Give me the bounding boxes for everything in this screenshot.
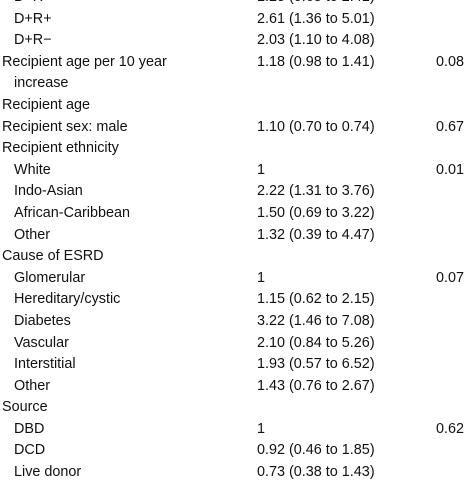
odds-ratio-cell: 2.10 (0.84 to 5.26) [257,334,375,351]
table-row: Source [0,397,474,419]
table-row: African-Caribbean 1.50 (0.69 to 3.22) [0,203,474,225]
odds-ratio-cell: 2.22 (1.31 to 3.76) [257,183,375,200]
odds-ratio-cell: 1.93 (0.57 to 6.52) [257,356,375,373]
odds-ratio-cell: 1.15 (0.62 to 2.15) [257,291,375,308]
row-label: D+R+ [14,9,52,31]
row-label-text: African-Caribbean [14,204,130,221]
odds-ratio-cell: 0.73 (0.38 to 1.43) [257,464,375,481]
table-row: Hereditary/cystic 1.15 (0.62 to 2.15) [0,289,474,311]
table-row: Recipient ethnicity [0,138,474,160]
table-row: Indo-Asian 2.22 (1.31 to 3.76) [0,181,474,203]
p-value-cell: 0.08 [435,53,464,70]
odds-ratio-cell: 2.03 (1.10 to 4.08) [257,32,375,49]
row-label-text: Interstitial [14,356,76,373]
row-label-text: D+R− [14,32,52,49]
row-label: Cause of ESRD [2,246,104,268]
odds-ratio-cell: 1 [257,420,266,437]
odds-ratio-cell: 1.50 (0.69 to 3.22) [257,204,375,221]
row-label: Recipient age [2,95,90,117]
row-label: Indo-Asian [14,181,83,203]
table-row: White 1 0.01 [0,160,474,182]
row-label: Recipient ethnicity [2,138,119,160]
row-label-text: DCD [14,442,46,459]
row-label-text: D+R+ [14,10,52,27]
table-row: D+R− 1.25 (0.65 to 2.41) [0,0,474,9]
table-row: Interstitial 1.93 (0.57 to 6.52) [0,354,474,376]
odds-ratio-cell: 1.10 (0.70 to 0.74) [257,118,375,135]
row-label: Interstitial [14,354,76,376]
row-label-text: Cause of ESRD [2,248,104,265]
row-label-text: Source [2,399,48,416]
p-value-cell: 0.07 [435,269,464,286]
row-label: African-Caribbean [14,203,130,225]
p-value-cell: 0.67 [435,118,464,135]
row-label-text: Live donor [14,464,82,481]
table-row: Other 1.32 (0.39 to 4.47) [0,225,474,247]
table-row: Vascular 2.10 (0.84 to 5.26) [0,333,474,355]
odds-ratio-cell: 1.43 (0.76 to 2.67) [257,377,375,394]
row-label: Recipient sex: male [2,117,128,139]
table-row: DBD 1 0.62 [0,419,474,441]
table-row: D+R− 2.03 (1.10 to 4.08) [0,30,474,52]
table-row: Recipient age [0,95,474,117]
table-row: Recipient age per 10 year increase 1.18 (0… [0,52,474,95]
row-label-text: Recipient age [2,96,91,113]
row-label-text: Recipient sex: male [2,118,128,135]
row-label: DCD [14,440,45,462]
odds-ratio-cell: 1 [257,269,266,286]
table-row: Other 1.43 (0.76 to 2.67) [0,376,474,398]
row-label: Live donor [14,462,81,484]
table-row: DCD 0.92 (0.46 to 1.85) [0,440,474,462]
table-row: Live donor 0.73 (0.38 to 1.43) [0,462,474,484]
row-label: White [14,160,51,182]
row-label: Hereditary/cystic [14,289,120,311]
row-label-text: White [14,161,51,178]
odds-ratio-cell: 1.18 (0.98 to 1.41) [257,53,375,70]
row-label-text: D+R− [14,0,52,5]
row-label: Source [2,397,48,419]
row-label: Other [14,376,50,398]
row-label: D+R− [14,30,52,52]
table-row: Recipient sex: male 1.10 (0.70 to 0.74) 0.… [0,117,474,139]
table-row: Cause of ESRD [0,246,474,268]
row-label: Glomerular [14,268,85,290]
row-label-text: Other [14,377,50,394]
row-label: D+R− [14,0,52,9]
row-label-text: Vascular [14,334,69,351]
odds-ratio-cell: 1.25 (0.65 to 2.41) [257,0,375,9]
row-label-text: Diabetes [14,312,71,329]
odds-ratio-cell: 1 [257,161,266,178]
row-label-text: Glomerular [14,269,86,286]
row-label-text: Recipient age per 10 year [2,53,167,70]
row-label-text: Other [14,226,50,243]
row-label-text: Indo-Asian [14,183,83,200]
row-label: DBD [14,419,44,441]
row-label: Vascular [14,333,69,355]
row-label: Other [14,225,50,247]
odds-ratio-cell: 1.32 (0.39 to 4.47) [257,226,375,243]
odds-ratio-cell: 2.61 (1.36 to 5.01) [257,10,375,27]
p-value-cell: 0.01 [435,161,464,178]
row-label-text: DBD [14,420,45,437]
row-label: Recipient age per 10 year increase [2,52,167,95]
table-row: Diabetes 3.22 (1.46 to 7.08) [0,311,474,333]
table-row: D+R+ 2.61 (1.36 to 5.01) [0,9,474,31]
p-value-cell: 0.62 [435,420,464,437]
row-label-text: Hereditary/cystic [14,291,121,308]
table-row: Glomerular 1 0.07 [0,268,474,290]
row-label: Diabetes [14,311,71,333]
row-label-text: Recipient ethnicity [2,140,119,157]
odds-ratio-cell: 0.92 (0.46 to 1.85) [257,442,375,459]
row-label-continuation: increase [14,75,69,92]
odds-ratio-cell: 3.22 (1.46 to 7.08) [257,312,375,329]
